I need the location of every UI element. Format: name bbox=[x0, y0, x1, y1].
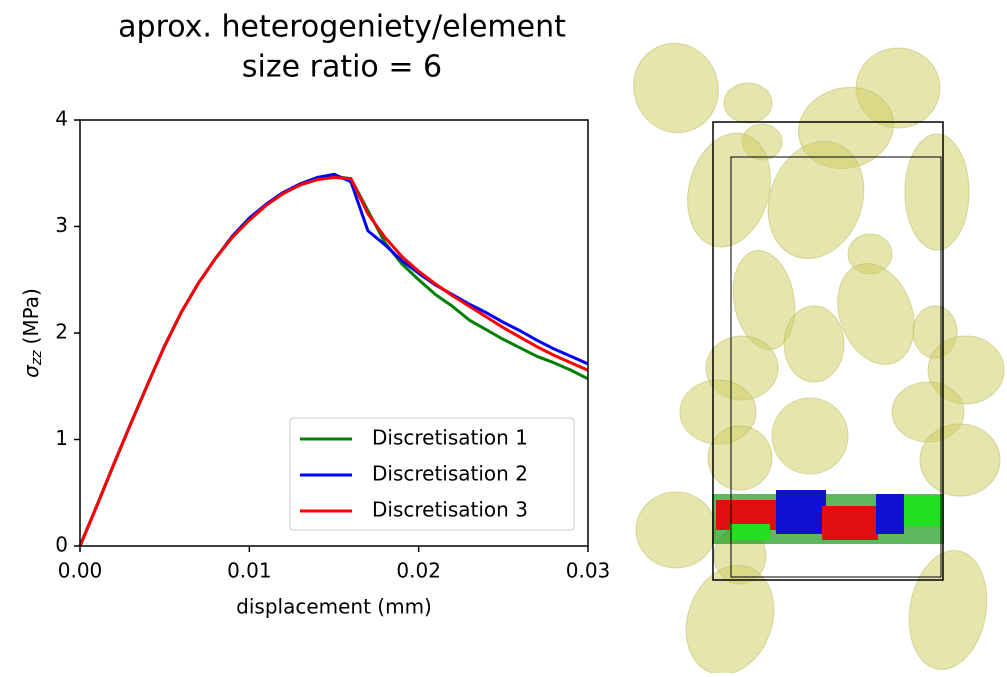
x-tick-label: 0.03 bbox=[566, 559, 611, 583]
y-tick-label: 2 bbox=[55, 320, 68, 344]
legend: Discretisation 1 Discretisation 2 Discreti… bbox=[289, 417, 575, 531]
render-3d bbox=[633, 42, 1005, 676]
inclusion bbox=[767, 140, 865, 260]
band-patch bbox=[730, 524, 770, 540]
band-patch bbox=[822, 506, 878, 540]
legend-label: Discretisation 1 bbox=[372, 426, 528, 450]
x-tick-label: 0.02 bbox=[396, 559, 441, 583]
legend-label: Discretisation 2 bbox=[372, 462, 528, 486]
inclusion bbox=[837, 263, 915, 365]
band-patch bbox=[904, 496, 942, 526]
box-front bbox=[712, 121, 944, 581]
inclusion bbox=[732, 249, 796, 351]
y-tick-label: 0 bbox=[55, 533, 68, 557]
inclusion bbox=[771, 397, 849, 475]
damage-band bbox=[712, 490, 944, 544]
legend-box bbox=[289, 417, 575, 531]
legend-label: Discretisation 3 bbox=[372, 498, 528, 522]
band-patch bbox=[876, 494, 904, 534]
inclusion bbox=[635, 491, 717, 569]
chart-title: size ratio = 6 bbox=[242, 50, 442, 85]
y-tick-label: 1 bbox=[55, 426, 68, 450]
inclusion bbox=[723, 82, 773, 124]
data-line bbox=[78, 176, 589, 547]
inclusion bbox=[707, 425, 773, 491]
band-patch bbox=[776, 490, 826, 534]
chart-title: aprox. heterogeniety/element bbox=[118, 10, 566, 45]
domain-box bbox=[712, 121, 944, 581]
inclusion bbox=[633, 42, 719, 134]
y-axis-label: σzz (MPa) bbox=[19, 288, 46, 378]
inclusion bbox=[783, 305, 845, 383]
inclusion bbox=[919, 423, 1001, 497]
box-back bbox=[730, 156, 942, 578]
y-label-symbol: σ bbox=[19, 364, 43, 378]
x-tick-label: 0.00 bbox=[58, 559, 103, 583]
x-tick-label: 0.01 bbox=[227, 559, 272, 583]
y-label-unit: (MPa) bbox=[19, 288, 43, 344]
y-label-subscript: zz bbox=[29, 350, 45, 366]
inclusion bbox=[904, 133, 970, 251]
x-axis-label: displacement (mm) bbox=[236, 595, 432, 619]
inclusion bbox=[687, 132, 771, 248]
y-tick-label: 4 bbox=[55, 107, 68, 131]
y-tick-label: 3 bbox=[55, 213, 68, 237]
